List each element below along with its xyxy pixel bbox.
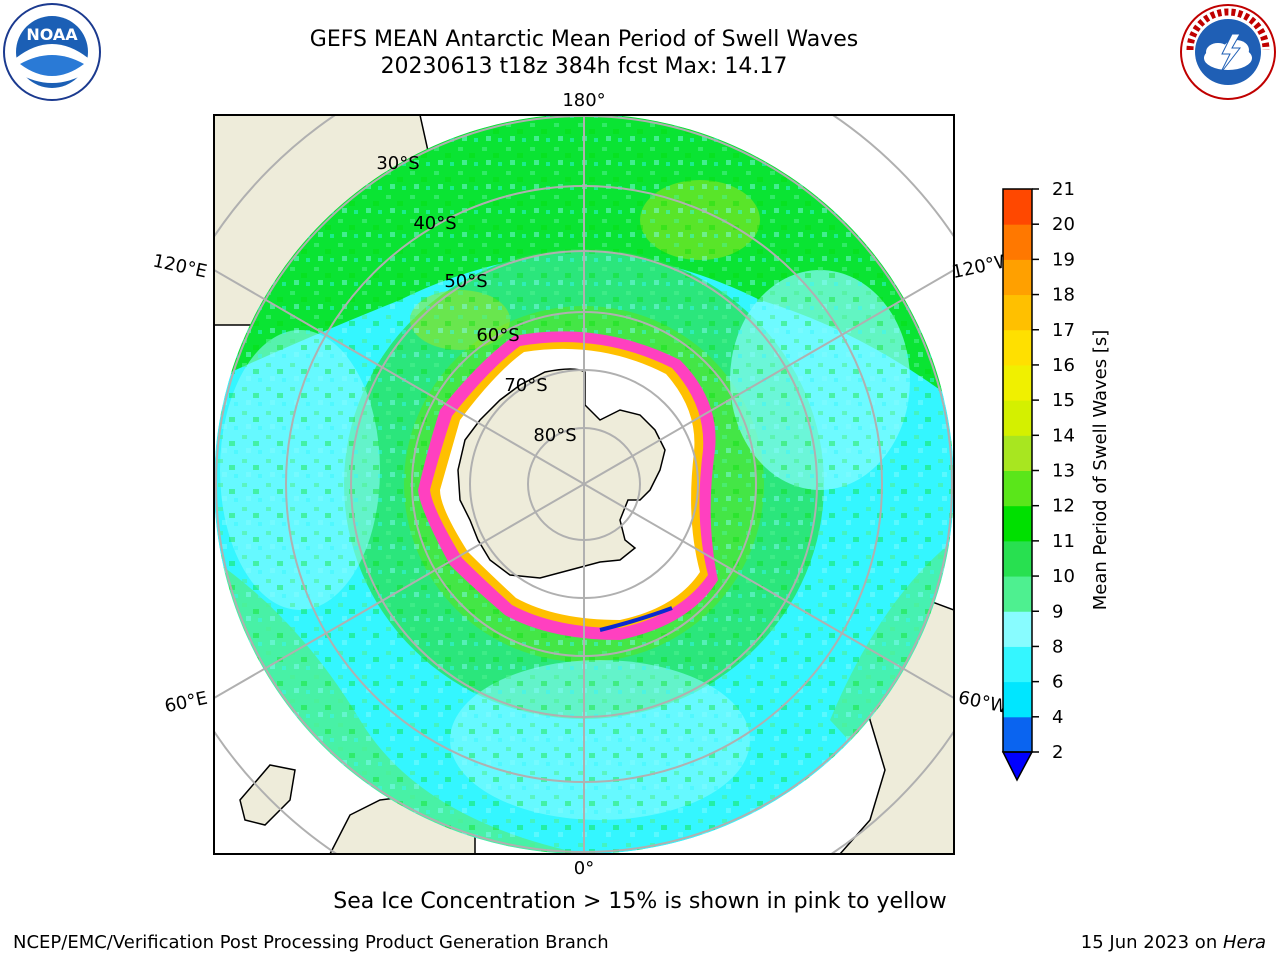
colorbar-segment <box>1003 681 1032 718</box>
colorbar-segment <box>1003 576 1032 612</box>
lon-label-upper-left: 120°E <box>151 251 209 283</box>
colorbar-segment <box>1003 364 1032 401</box>
lat-label-50s: 50°S <box>444 271 487 292</box>
colorbar-segment <box>1003 329 1032 366</box>
footer-date-text: 15 Jun 2023 on <box>1080 932 1223 953</box>
map-area <box>214 115 954 854</box>
chart-subtitle: 20230613 t18z 384h fcst Max: 14.17 <box>380 54 788 79</box>
lon-label-bottom: 0° <box>574 858 594 879</box>
colorbar-segment <box>1003 435 1032 471</box>
colorbar: 2 4 6 8 9 10 11 12 13 14 15 16 17 18 19 20 21 Mean Perio… <box>1001 179 1111 782</box>
colorbar-segment <box>1003 540 1032 577</box>
colorbar-tick-label: 13 <box>1052 461 1075 482</box>
colorbar-tick-label: 8 <box>1052 636 1063 657</box>
chart-title: GEFS MEAN Antarctic Mean Period of Swell… <box>309 27 859 52</box>
colorbar-segment <box>1003 611 1032 647</box>
colorbar-tick-label: 20 <box>1052 214 1075 235</box>
colorbar-segment <box>1003 259 1032 296</box>
map-frame <box>213 114 955 855</box>
lat-label-80s: 80°S <box>533 425 576 446</box>
colorbar-tick-label: 16 <box>1052 355 1075 376</box>
footer-date: 15 Jun 2023 on Hera <box>1081 932 1266 953</box>
noaa-logo: NOAA <box>3 3 101 101</box>
colorbar-tick-label: 15 <box>1052 390 1075 411</box>
colorbar-label: Mean Period of Swell Waves [s] <box>1090 330 1111 611</box>
colorbar-tick-label: 6 <box>1052 672 1063 693</box>
colorbar-tick-label: 9 <box>1052 601 1063 622</box>
lat-label-30s: 30°S <box>376 153 419 174</box>
colorbar-tick-label: 14 <box>1052 425 1075 446</box>
colorbar-tick-label: 21 <box>1052 179 1075 200</box>
footer-branch: NCEP/EMC/Verification Post Processing Pr… <box>13 932 609 953</box>
footer-host: Hera <box>1222 932 1266 953</box>
lon-label-top: 180° <box>562 90 605 111</box>
nws-logo <box>1180 4 1276 100</box>
lat-label-60s: 60°S <box>476 325 519 346</box>
lon-label-lower-right: 60°W <box>956 687 1009 718</box>
colorbar-tick-label: 2 <box>1052 742 1063 763</box>
colorbar-segment <box>1003 294 1032 331</box>
colorbar-segment <box>1003 716 1032 753</box>
lat-label-40s: 40°S <box>413 213 456 234</box>
lon-label-lower-left: 60°E <box>163 688 210 718</box>
colorbar-tick-label: 18 <box>1052 285 1075 306</box>
colorbar-tick-label: 11 <box>1052 531 1075 552</box>
colorbar-segment <box>1003 470 1032 507</box>
svg-text:NOAA: NOAA <box>26 25 78 44</box>
colorbar-segment <box>1003 400 1032 436</box>
colorbar-segment <box>1003 224 1032 260</box>
colorbar-tick-label: 12 <box>1052 496 1075 517</box>
lat-label-70s: 70°S <box>504 375 547 396</box>
colorbar-extend-triangle <box>1001 751 1034 782</box>
colorbar-segment <box>1003 505 1032 542</box>
colorbar-segment <box>1003 646 1032 683</box>
sea-ice-note: Sea Ice Concentration > 15% is shown in … <box>333 889 947 914</box>
colorbar-tick-label: 19 <box>1052 249 1075 270</box>
colorbar-tick-label: 10 <box>1052 566 1075 587</box>
colorbar-segment <box>1003 189 1032 225</box>
colorbar-tick-label: 17 <box>1052 320 1075 341</box>
colorbar-tick-label: 4 <box>1052 707 1063 728</box>
